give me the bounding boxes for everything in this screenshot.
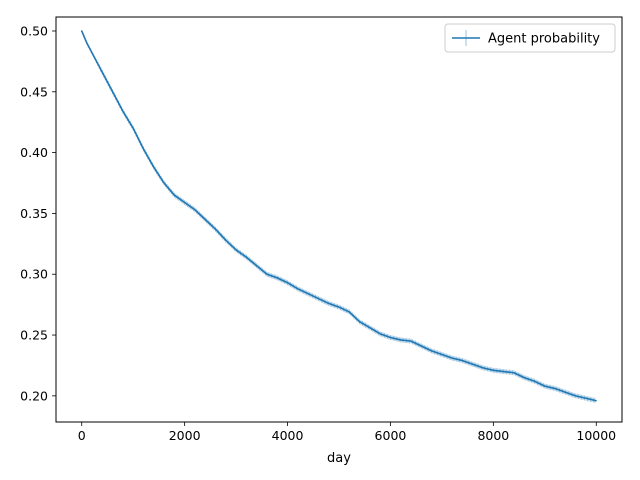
data-point [266,273,268,275]
data-point [86,42,88,44]
data-point [81,30,83,32]
data-point [132,127,134,129]
data-point [564,391,567,393]
data-point [513,372,515,374]
data-point [256,265,258,267]
data-point [369,327,371,329]
data-point [101,71,103,73]
data-point [575,395,577,397]
data-point [163,182,165,184]
x-tick-label: 4000 [272,428,304,443]
data-point [358,321,361,323]
data-point [328,302,330,305]
data-point [184,201,186,204]
data-point [173,194,175,196]
y-tick-label: 0.40 [20,145,48,160]
y-tick-label: 0.25 [20,328,48,343]
data-point [420,345,422,347]
data-point [194,209,196,211]
legend-label: Agent probability [488,32,600,47]
y-tick-label: 0.20 [20,388,48,403]
data-point [214,228,217,230]
x-axis: 0 2000 4000 6000 8000 10000 [78,422,616,443]
y-tick-label: 0.30 [20,267,48,282]
legend-box [444,23,616,53]
data-point [441,353,443,356]
x-axis-label: day [327,451,351,466]
data-point [225,239,227,241]
data-point [461,359,464,362]
data-point [122,110,124,112]
plot-area [80,30,597,403]
legend: Agent probability [444,23,616,53]
data-point [472,363,474,365]
y-axis: 0.20 0.25 0.30 0.35 0.40 0.45 0.50 [20,23,56,403]
y-tick-label: 0.45 [20,84,48,99]
data-point [286,282,289,284]
data-point [431,350,433,352]
x-tick-label: 8000 [477,428,509,443]
x-tick-label: 0 [78,428,86,443]
x-tick-label: 10000 [576,428,616,443]
data-point [410,340,412,342]
data-point [142,148,145,150]
data-point [235,249,237,251]
y-tick-label: 0.50 [20,23,48,38]
data-point [533,380,536,382]
data-point [153,166,155,168]
data-point [317,297,320,300]
data-point [544,385,546,387]
data-point [245,256,247,258]
data-point [379,333,381,335]
data-point [523,377,525,379]
data-point [389,336,392,339]
data-point [400,339,402,341]
data-point [307,293,309,295]
x-tick-label: 6000 [375,428,407,443]
series-line-agent-probability [80,30,597,402]
data-point [585,397,587,399]
data-point [503,370,505,373]
data-point [91,52,93,54]
data-point [482,367,484,369]
data-point [204,218,206,221]
data-point [492,369,494,371]
data-point [348,311,350,313]
data-point [451,357,453,359]
data-point [554,387,556,390]
data-point [112,91,114,93]
axes-frame [55,16,623,423]
data-point [297,288,299,290]
data-point [276,277,278,279]
x-tick-label: 2000 [169,428,201,443]
data-point [595,400,597,402]
data-point [338,306,340,308]
y-tick-label: 0.35 [20,206,48,221]
